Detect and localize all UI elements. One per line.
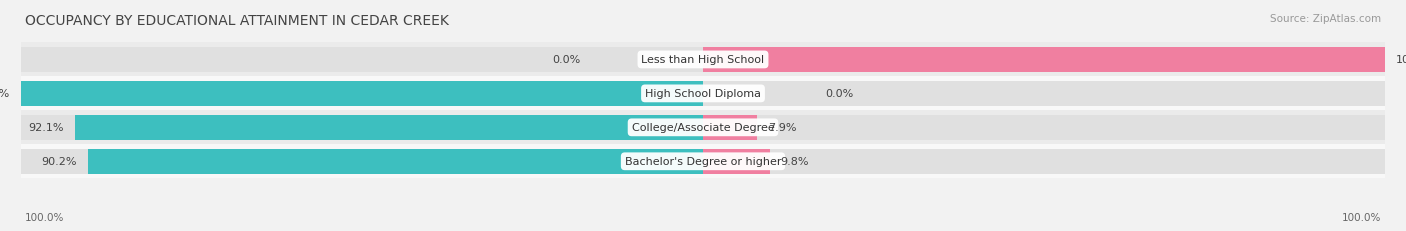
Text: Source: ZipAtlas.com: Source: ZipAtlas.com: [1270, 14, 1381, 24]
Bar: [703, 116, 756, 140]
Bar: [21, 111, 1385, 145]
Text: 9.8%: 9.8%: [780, 157, 810, 167]
Text: 90.2%: 90.2%: [42, 157, 77, 167]
Text: 7.9%: 7.9%: [768, 123, 796, 133]
Text: 0.0%: 0.0%: [825, 89, 853, 99]
Text: High School Diploma: High School Diploma: [645, 89, 761, 99]
Text: 100.0%: 100.0%: [1341, 212, 1381, 222]
Text: College/Associate Degree: College/Associate Degree: [631, 123, 775, 133]
Bar: [21, 82, 703, 106]
Text: 100.0%: 100.0%: [1396, 55, 1406, 65]
Bar: [21, 77, 1385, 111]
Bar: [21, 145, 1385, 179]
Text: 0.0%: 0.0%: [553, 55, 581, 65]
Bar: [21, 43, 1385, 77]
Bar: [75, 116, 703, 140]
Text: 92.1%: 92.1%: [28, 123, 65, 133]
Bar: [21, 149, 1385, 174]
Bar: [21, 82, 1385, 106]
Text: OCCUPANCY BY EDUCATIONAL ATTAINMENT IN CEDAR CREEK: OCCUPANCY BY EDUCATIONAL ATTAINMENT IN C…: [25, 14, 449, 28]
Bar: [21, 48, 1385, 72]
Bar: [703, 48, 1385, 72]
Text: 100.0%: 100.0%: [0, 89, 10, 99]
Bar: [21, 116, 1385, 140]
Bar: [703, 149, 770, 174]
Bar: [89, 149, 703, 174]
Text: Bachelor's Degree or higher: Bachelor's Degree or higher: [624, 157, 782, 167]
Text: 100.0%: 100.0%: [25, 212, 65, 222]
Text: Less than High School: Less than High School: [641, 55, 765, 65]
